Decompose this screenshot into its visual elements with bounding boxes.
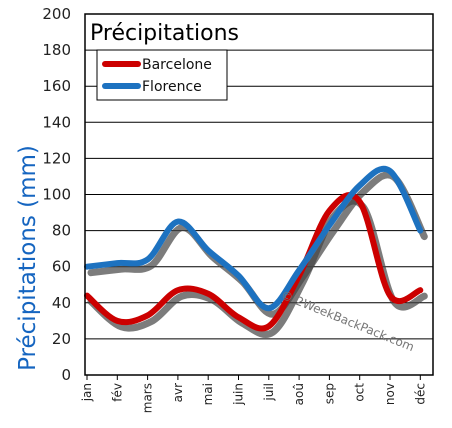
data-point-barcelone: [116, 320, 118, 322]
x-tick-label: avr: [171, 383, 185, 402]
plot-frame: [84, 13, 434, 376]
data-point-barcelone: [147, 314, 149, 316]
legend: Barcelone Florence: [96, 49, 228, 101]
data-point-florence: [86, 266, 88, 268]
y-tick-label: 200: [42, 5, 71, 23]
legend-box: [96, 49, 228, 101]
data-point-barcelone: [268, 325, 270, 327]
y-tick-label: 100: [42, 186, 71, 204]
legend-label-florence: Florence: [142, 79, 202, 95]
data-point-florence: [268, 307, 270, 309]
legend-label-barcelone: Barcelone: [142, 57, 212, 73]
data-point-florence: [147, 258, 149, 260]
x-tick-label: mars: [141, 383, 155, 413]
x-tick-label: aoû: [292, 383, 306, 405]
data-point-florence: [177, 221, 179, 223]
x-tick-label: oct: [353, 383, 367, 402]
y-axis-label: Précipitations (mm): [15, 145, 41, 371]
data-point-barcelone: [328, 210, 330, 212]
data-point-florence: [116, 262, 118, 264]
data-point-barcelone: [177, 289, 179, 291]
y-tick-label: 0: [61, 366, 71, 384]
data-point-florence: [298, 269, 300, 271]
data-point-florence: [389, 170, 391, 172]
x-tick-label: jan: [80, 383, 94, 402]
x-tick-label: déc: [413, 383, 427, 405]
y-tick-label: 60: [52, 258, 71, 276]
y-tick-label: 140: [42, 113, 71, 131]
data-point-barcelone: [86, 295, 88, 297]
data-point-florence: [419, 230, 421, 232]
chart-title: Précipitations: [90, 21, 239, 46]
data-point-florence: [207, 249, 209, 251]
data-point-barcelone: [238, 316, 239, 318]
x-tick-labels: jan fév mars avr mai juin juil aoû sep oct nov déc: [80, 383, 427, 414]
y-tick-label: 180: [42, 41, 71, 59]
x-tick-label: fév: [110, 383, 124, 402]
data-point-barcelone: [207, 293, 209, 295]
x-tick-label: sep: [322, 383, 336, 404]
x-tick-label: nov: [383, 383, 397, 405]
data-point-florence: [328, 224, 330, 226]
x-tick-label: mai: [201, 383, 215, 405]
data-point-barcelone: [419, 289, 421, 291]
y-tick-labels: 0 20 40 60 80 100 120 140 160 180 200: [42, 5, 71, 384]
data-point-barcelone: [389, 295, 391, 297]
y-tick-label: 80: [52, 222, 71, 240]
x-tick-label: juin: [232, 383, 246, 406]
y-tick-label: 40: [52, 294, 71, 312]
data-point-florence: [238, 275, 239, 277]
x-tick-label: juil: [262, 383, 276, 402]
series-lines: [84, 165, 424, 332]
data-point-barcelone: [359, 201, 361, 203]
data-point-florence: [359, 184, 361, 186]
y-tick-label: 120: [42, 149, 71, 167]
series-line-florence: [84, 165, 424, 312]
y-tick-label: 20: [52, 330, 71, 348]
y-tick-label: 160: [42, 77, 71, 95]
